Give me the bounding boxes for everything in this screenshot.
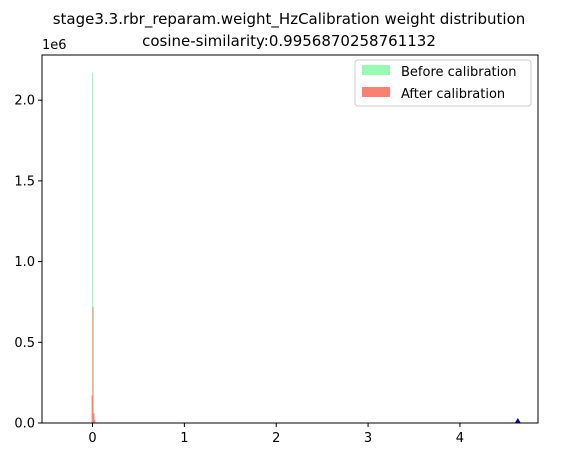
legend-swatch-after — [362, 87, 390, 97]
x-tick-label: 1 — [180, 431, 188, 446]
legend-swatch-before — [362, 65, 390, 75]
y-tick-label: 0.5 — [14, 336, 35, 351]
x-axis: 0 1 2 3 4 — [88, 423, 464, 446]
x-tick-label: 0 — [88, 431, 96, 446]
legend-frame — [354, 59, 532, 107]
chart-subtitle: cosine-similarity:0.9956870258761132 — [142, 32, 436, 50]
bar-after-0 — [91, 395, 93, 423]
legend-label-after: After calibration — [401, 87, 505, 102]
y-tick-label: 1.0 — [14, 255, 35, 270]
x-tick-label: 3 — [364, 431, 372, 446]
legend: Before calibration After calibration — [354, 59, 532, 107]
bar-after-2 — [93, 413, 95, 423]
bar-before-0 — [91, 72, 94, 423]
x-tick-label: 4 — [456, 431, 464, 446]
histogram-bars — [91, 72, 96, 423]
y-axis: 0.0 0.5 1.0 1.5 2.0 — [14, 94, 42, 432]
y-tick-label: 0.0 — [14, 417, 35, 432]
bar-after-3 — [94, 419, 96, 423]
plot-frame — [41, 54, 539, 424]
chart-title: stage3.3.rbr_reparam.weight_HzCalibratio… — [53, 10, 526, 29]
outlier-marker — [514, 418, 521, 423]
y-tick-label: 1.5 — [14, 174, 35, 189]
x-tick-label: 2 — [272, 431, 280, 446]
y-offset-label: 1e6 — [42, 38, 67, 53]
bar-after-1 — [92, 306, 94, 423]
marker-layer — [514, 418, 521, 423]
y-tick-label: 2.0 — [14, 94, 35, 109]
legend-label-before: Before calibration — [401, 65, 516, 80]
